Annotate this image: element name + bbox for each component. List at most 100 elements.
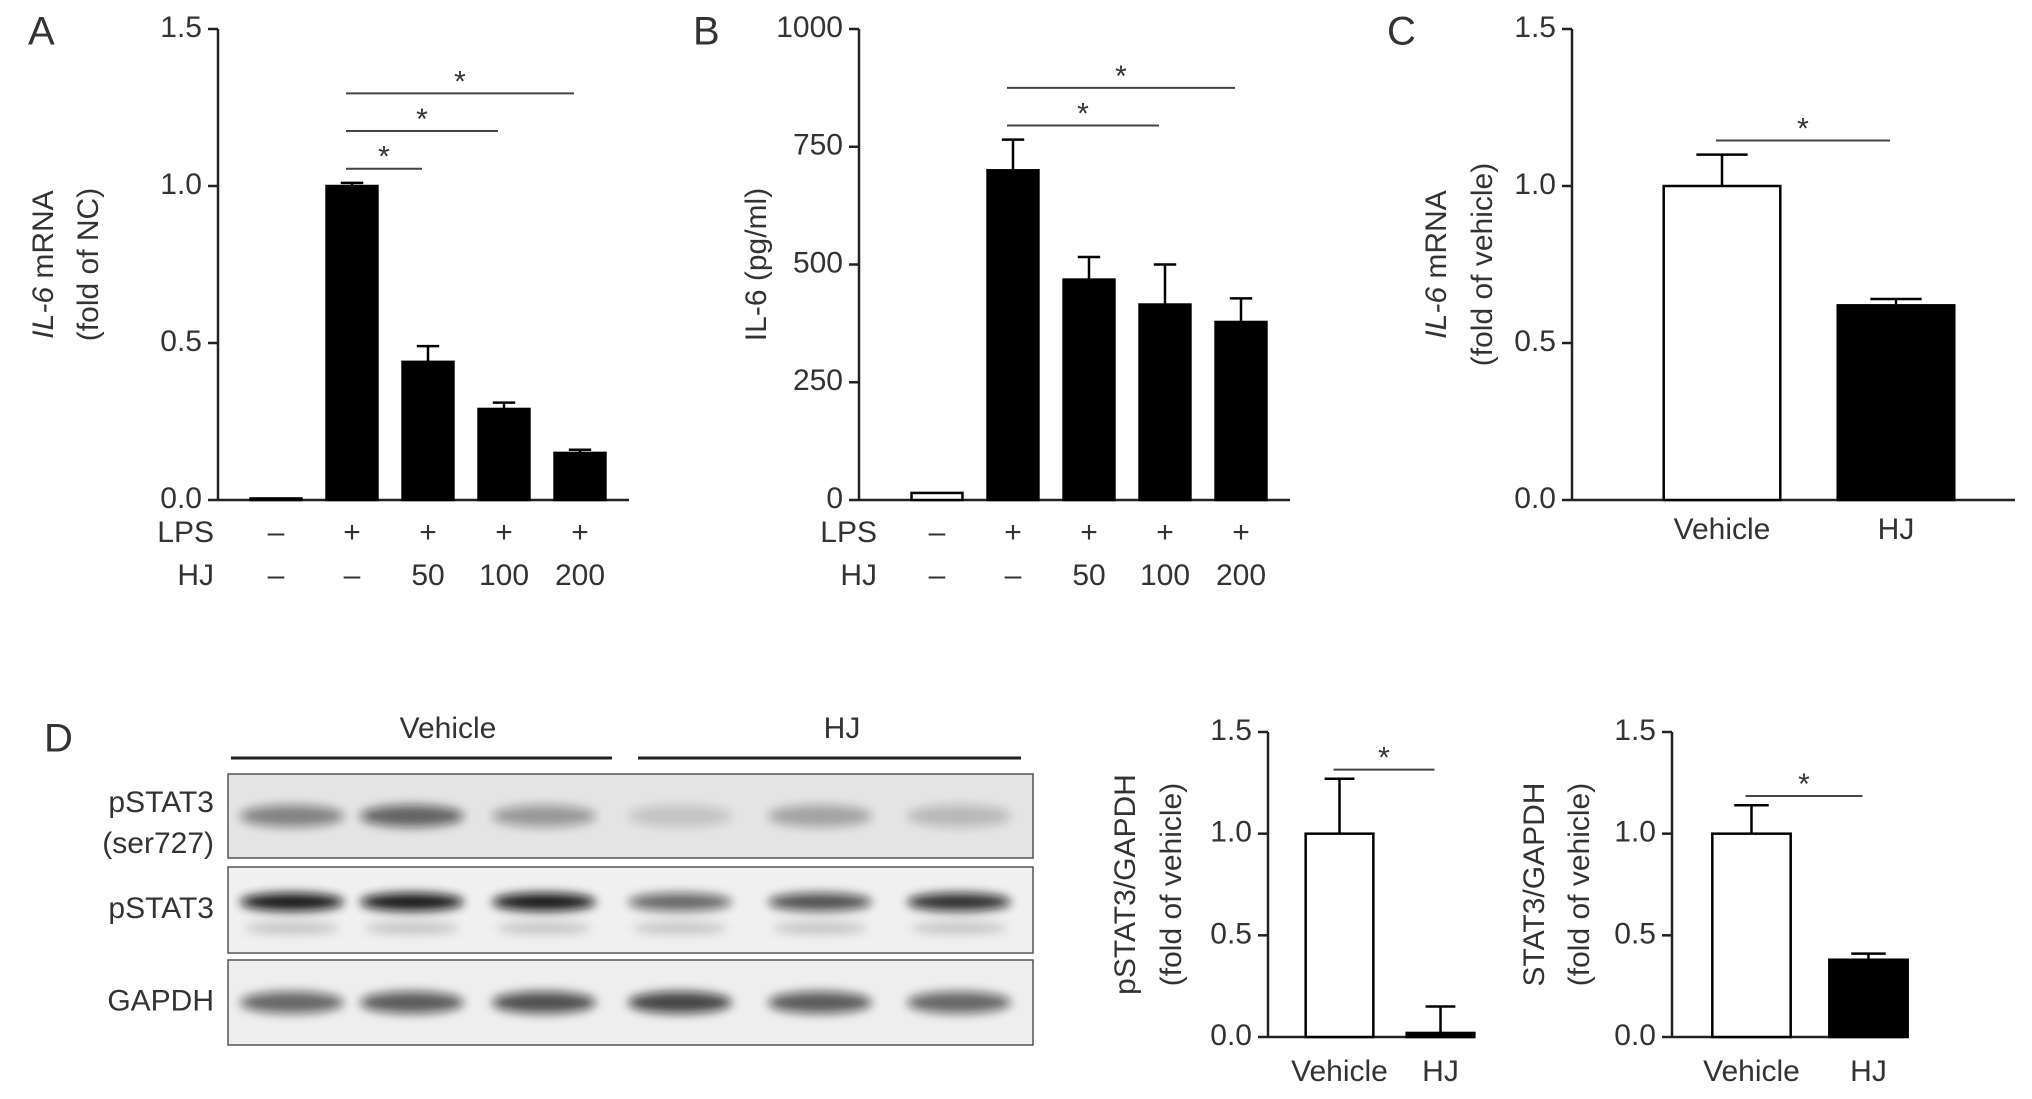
y-axis-label: IL-6 (pg/ml)	[740, 188, 773, 341]
y-tick-label: 1.0	[1514, 168, 1556, 201]
significance-label: *	[1115, 60, 1127, 93]
y-axis-label-part: pSTAT3/GAPDH	[1109, 774, 1142, 995]
y-axis-label: IL-6 mRNA	[1420, 190, 1453, 338]
y-tick-label: 250	[793, 364, 843, 397]
x-tick-label: HJ	[1850, 1055, 1887, 1088]
y-axis-label-part: IL-6	[27, 287, 60, 339]
y-axis-label-part: mRNA	[1420, 190, 1453, 287]
blot-band	[628, 805, 732, 827]
blot-band	[768, 893, 872, 911]
blot-band	[496, 922, 592, 934]
bar	[1138, 303, 1192, 502]
row-value: 50	[411, 559, 444, 592]
x-tick-label: Vehicle	[1703, 1055, 1800, 1088]
blot-band	[632, 922, 728, 934]
row-value: +	[419, 516, 437, 549]
row-label: LPS	[157, 516, 214, 549]
blot-band	[772, 922, 868, 934]
y-axis-label-part: STAT3/GAPDH	[1518, 783, 1551, 987]
x-tick-label: HJ	[1422, 1055, 1459, 1088]
y-tick-label: 0.5	[1614, 917, 1656, 950]
y-tick-label: 0.5	[1210, 917, 1252, 950]
y-tick-label: 0	[826, 482, 843, 515]
blot-band	[492, 893, 596, 911]
significance-label: *	[454, 65, 466, 98]
bar	[249, 497, 303, 502]
blot-band	[240, 991, 344, 1014]
blot-row-label: pSTAT3	[108, 892, 214, 925]
y-axis-label-part: IL-6 (pg/ml)	[740, 188, 773, 341]
group-label: HJ	[824, 712, 861, 745]
blot-row-label: pSTAT3	[108, 786, 214, 819]
significance-label: *	[1798, 768, 1810, 801]
y-tick-label: 0.5	[1514, 325, 1556, 358]
y-axis-label: (fold of vehicle)	[1466, 163, 1499, 366]
blot-row-label: (ser727)	[102, 827, 214, 860]
panel-letter: A	[28, 10, 55, 54]
bar	[1062, 278, 1116, 502]
blot-band	[244, 922, 340, 934]
y-tick-label: 1000	[776, 11, 843, 44]
y-axis-label-part: (fold of vehicle)	[1466, 163, 1499, 366]
blot-band	[240, 805, 344, 827]
bar	[477, 407, 531, 502]
significance-label: *	[1077, 97, 1089, 130]
row-value: –	[1005, 559, 1022, 592]
row-value: –	[929, 516, 946, 549]
bar	[910, 491, 964, 502]
group-label: Vehicle	[400, 712, 497, 745]
bar	[325, 184, 379, 502]
blot-band	[907, 805, 1011, 827]
panel-letter: B	[693, 10, 720, 54]
bar	[553, 451, 607, 502]
blot-band	[907, 991, 1011, 1014]
y-tick-label: 1.5	[1514, 11, 1556, 44]
row-value: +	[495, 516, 513, 549]
blot-band	[628, 991, 732, 1014]
blot-band	[360, 991, 464, 1014]
row-value: +	[1156, 516, 1174, 549]
y-tick-label: 1.0	[1210, 816, 1252, 849]
significance-label: *	[416, 103, 428, 136]
y-axis-label-part: (fold of vehicle)	[1155, 783, 1188, 986]
bar	[1836, 304, 1956, 502]
y-axis-label: (fold of NC)	[72, 188, 105, 341]
y-axis-label: STAT3/GAPDH	[1518, 783, 1551, 987]
y-tick-label: 1.0	[160, 168, 202, 201]
blot-band	[911, 922, 1007, 934]
blot-band	[360, 893, 464, 911]
significance-label: *	[1378, 742, 1390, 775]
row-value: 100	[1140, 559, 1190, 592]
blot-band	[907, 893, 1011, 911]
bar	[1662, 184, 1782, 502]
y-axis-label: (fold of vehicle)	[1563, 783, 1596, 986]
bar	[1304, 832, 1375, 1039]
y-tick-label: 0.0	[1514, 482, 1556, 515]
panel-letter: D	[44, 717, 73, 761]
y-tick-label: 750	[793, 129, 843, 162]
blot-row-label: GAPDH	[107, 984, 214, 1017]
bar	[986, 169, 1040, 502]
y-tick-label: 1.0	[1614, 816, 1656, 849]
row-value: 50	[1072, 559, 1105, 592]
row-value: –	[929, 559, 946, 592]
row-value: +	[1004, 516, 1022, 549]
bar	[1828, 958, 1909, 1039]
row-value: +	[343, 516, 361, 549]
x-tick-label: HJ	[1878, 513, 1915, 546]
blot-band	[768, 991, 872, 1014]
y-tick-label: 0.0	[160, 482, 202, 515]
blot-band	[364, 922, 460, 934]
row-value: 200	[1216, 559, 1266, 592]
row-value: –	[268, 559, 285, 592]
bar	[1711, 832, 1792, 1039]
x-tick-label: Vehicle	[1291, 1055, 1388, 1088]
row-value: 200	[555, 559, 605, 592]
row-value: –	[344, 559, 361, 592]
blot-band	[628, 893, 732, 911]
y-tick-label: 1.5	[1614, 714, 1656, 747]
row-label: HJ	[840, 559, 877, 592]
y-tick-label: 1.5	[1210, 714, 1252, 747]
bar	[1214, 320, 1268, 502]
row-value: +	[571, 516, 589, 549]
